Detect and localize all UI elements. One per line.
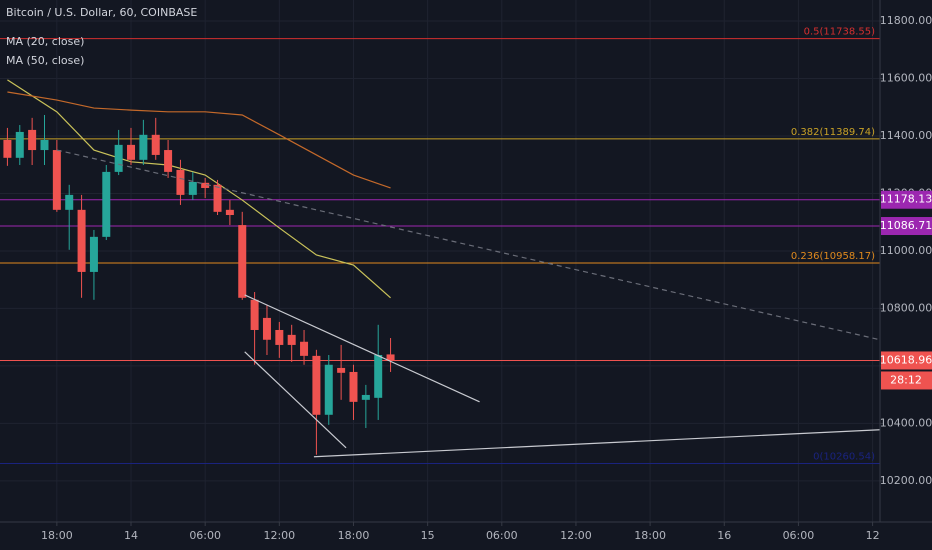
candle-body xyxy=(15,131,24,158)
candle-body xyxy=(374,354,383,398)
price-badges: 11178.13 11086.71 10618.96 28:12 xyxy=(880,190,932,390)
level-label: 0.382(11389.74) xyxy=(791,127,875,138)
price-badge xyxy=(881,217,932,236)
axes: 10200.0010400.0010600.0010800.0011000.00… xyxy=(41,14,932,542)
candle-body xyxy=(28,129,37,151)
trend-line xyxy=(56,149,881,341)
x-tick-label: 18:00 xyxy=(634,529,666,542)
candle-body xyxy=(337,367,346,373)
y-tick-label: 10400.00 xyxy=(880,416,932,429)
price-badge-label: 10618.96 xyxy=(880,353,932,366)
candle-body xyxy=(201,182,210,188)
candle-body xyxy=(386,354,395,361)
timer-label: 28:12 xyxy=(890,373,922,386)
candle-body xyxy=(3,139,12,158)
candle-body xyxy=(139,134,148,160)
candle-body xyxy=(176,169,185,195)
price-badge-label: 11086.71 xyxy=(880,219,932,232)
x-tick-label: 12:00 xyxy=(560,529,592,542)
moving-average-line xyxy=(7,79,391,299)
candle-body xyxy=(300,341,309,356)
candle-body xyxy=(262,317,271,340)
candle-body xyxy=(213,184,222,212)
price-badge xyxy=(881,190,932,209)
candle-body xyxy=(164,150,173,172)
level-label: 0.5(11738.55) xyxy=(804,27,876,38)
candles xyxy=(3,114,395,455)
candle-body xyxy=(361,394,370,400)
y-tick-label: 10200.00 xyxy=(880,474,932,487)
x-tick-label: 18:00 xyxy=(338,529,370,542)
trend-line xyxy=(244,351,347,449)
candle-body xyxy=(89,236,98,272)
price-badge xyxy=(881,351,932,370)
indicator-lines xyxy=(7,79,391,299)
x-tick-label: 12:00 xyxy=(263,529,295,542)
candle-body xyxy=(275,329,284,345)
level-label: 0(10260.54) xyxy=(813,451,875,462)
candle-body xyxy=(250,299,259,330)
moving-average-line xyxy=(7,91,391,189)
candle-body xyxy=(225,209,234,216)
x-tick-label: 18:00 xyxy=(41,529,73,542)
candle-body xyxy=(151,134,160,155)
x-tick-label: 15 xyxy=(421,529,435,542)
x-tick-label: 14 xyxy=(124,529,138,542)
chart-title: Bitcoin / U.S. Dollar, 60, COINBASE xyxy=(6,6,197,19)
price-axis-panel xyxy=(880,0,932,550)
y-tick-label: 11400.00 xyxy=(880,129,932,142)
legend-entry[interactable]: MA (50, close) xyxy=(6,54,84,67)
trend-line xyxy=(313,429,881,458)
candle-body xyxy=(349,371,358,402)
drawings xyxy=(56,149,881,458)
x-tick-label: 06:00 xyxy=(189,529,221,542)
candle-body xyxy=(114,144,123,172)
x-tick-label: 06:00 xyxy=(783,529,815,542)
price-badge-label: 11178.13 xyxy=(880,193,932,206)
candle-body xyxy=(312,355,321,415)
y-tick-label: 11600.00 xyxy=(880,71,932,84)
y-tick-label: 10800.00 xyxy=(880,301,932,314)
x-tick-label: 06:00 xyxy=(486,529,518,542)
level-label: 0.236(10958.17) xyxy=(791,251,875,262)
candle-body xyxy=(287,334,296,345)
x-tick-label: 12 xyxy=(866,529,880,542)
y-tick-label: 11000.00 xyxy=(880,244,932,257)
candle-body xyxy=(188,181,197,195)
grid xyxy=(0,0,880,522)
candle-body xyxy=(40,139,49,151)
candle-body xyxy=(324,364,333,415)
timer-badge xyxy=(881,371,932,390)
candle-body xyxy=(238,225,247,298)
levels: 0.5(11738.55) 0.382(11389.74) 0.236(10958.… xyxy=(0,27,880,464)
legend-entry[interactable]: MA (20, close) xyxy=(6,35,84,48)
y-tick-label: 11800.00 xyxy=(880,14,932,27)
candle-body xyxy=(65,194,74,210)
candle-body xyxy=(102,171,111,237)
candle-body xyxy=(52,150,61,210)
x-tick-label: 16 xyxy=(717,529,731,542)
trend-line xyxy=(244,294,480,403)
candle-body xyxy=(77,209,86,272)
candle-body xyxy=(127,144,136,160)
